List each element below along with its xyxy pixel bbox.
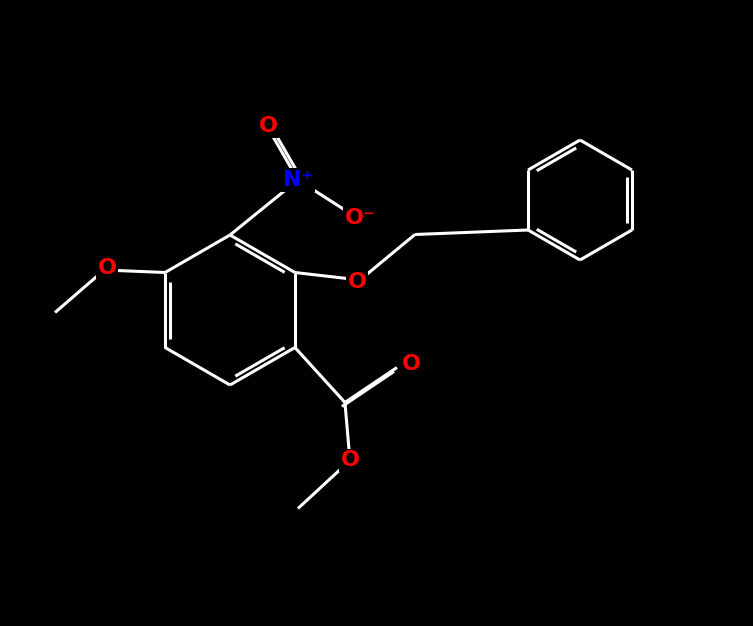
Text: O: O: [347, 272, 367, 292]
Text: O: O: [98, 257, 117, 277]
Text: O: O: [401, 354, 420, 374]
Text: O: O: [340, 451, 359, 471]
Text: O: O: [258, 116, 278, 136]
Text: N⁺: N⁺: [283, 170, 313, 190]
Text: O⁻: O⁻: [345, 208, 376, 228]
